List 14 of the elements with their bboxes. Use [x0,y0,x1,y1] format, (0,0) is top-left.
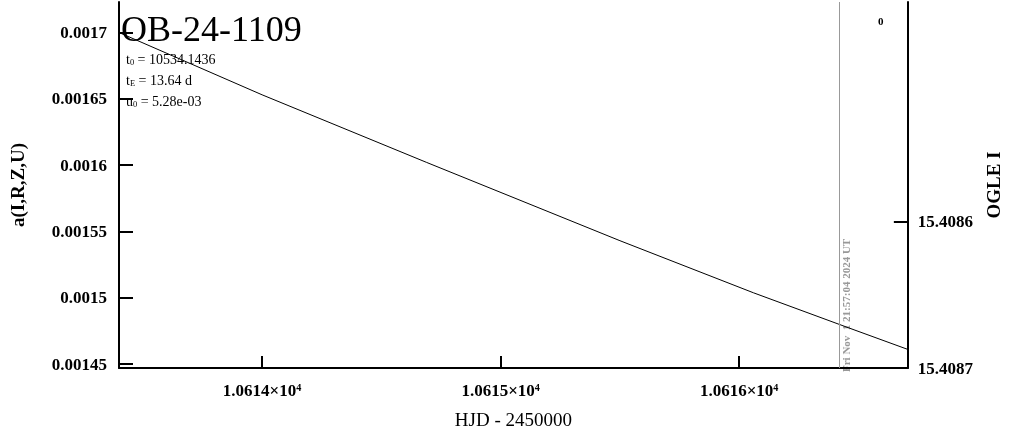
y-axis-title: a(I,R,Z,U) [7,143,29,227]
y-tick-label: 0.00155 [51,221,107,241]
y2-axis-title: OGLE I [983,151,1004,219]
annotation: 0 [878,14,884,27]
x-axis-title: HJD - 2450000 [454,409,573,430]
y-tick-label: 0.00165 [51,89,107,109]
y-tick-label: 0.0016 [60,155,107,175]
y2-tick-label: 15.4087 [917,358,974,378]
y-tick-label: 0.00145 [51,354,107,374]
y2-tick-label: 15.4086 [917,212,974,232]
annotation: tE = 13.64 d [126,72,192,88]
chart-title: OB-24-1109 [121,9,302,49]
y-tick-label: 0.0017 [60,23,108,42]
y-tick-label: 0.0015 [60,288,107,308]
